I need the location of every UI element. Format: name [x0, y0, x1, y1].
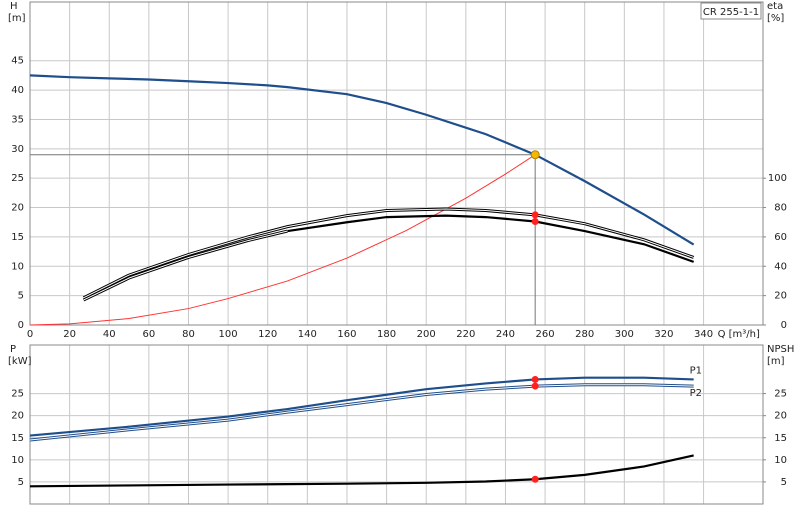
- series-label: P1: [690, 365, 702, 376]
- x-tick-label: 80: [182, 329, 195, 340]
- legend-box: [700, 2, 762, 20]
- y-tick-label: 10: [11, 455, 24, 466]
- operating-point: [531, 375, 539, 383]
- x-tick-label: 40: [103, 329, 116, 340]
- y-tick-label: 25: [11, 389, 24, 400]
- operating-point: [531, 475, 539, 483]
- y-tick-label: 20: [11, 411, 24, 422]
- y-axis-label: H: [10, 1, 18, 12]
- y2-tick-label: 100: [768, 173, 787, 184]
- x-tick-label: 200: [417, 329, 436, 340]
- series-label: P2: [690, 388, 702, 399]
- x-tick-label: 0: [27, 329, 33, 340]
- x-tick-label: 280: [575, 329, 594, 340]
- y-axis-label: P: [10, 344, 16, 355]
- series-line: [287, 214, 695, 263]
- y-tick-label: 10: [11, 261, 24, 272]
- x-axis-label: Q [m³/h]: [718, 329, 760, 340]
- x-tick-label: 100: [219, 329, 238, 340]
- series-line: [29, 74, 695, 246]
- y2-tick-label: 60: [774, 232, 787, 243]
- x-tick-label: 260: [536, 329, 555, 340]
- y2-tick-label: 20: [774, 411, 787, 422]
- y2-tick-label: 80: [774, 203, 787, 214]
- series-line-inner: [83, 230, 288, 301]
- y2-tick-label: 10: [774, 455, 787, 466]
- y2-tick-label: 0: [781, 320, 787, 331]
- x-tick-label: 340: [694, 329, 713, 340]
- plot-frame: [29, 344, 764, 505]
- y2-tick-label: 25: [774, 389, 787, 400]
- duty-point: [530, 150, 540, 160]
- operating-point: [531, 217, 539, 225]
- series-line-inner: [83, 208, 694, 299]
- y-tick-label: 20: [11, 203, 24, 214]
- y-tick-label: 15: [11, 433, 24, 444]
- series-line: [29, 376, 694, 437]
- x-tick-label: 120: [258, 329, 277, 340]
- y-tick-label: 35: [11, 114, 24, 125]
- y2-tick-label: 20: [774, 291, 787, 302]
- y-tick-label: 25: [11, 173, 24, 184]
- y2-tick-label: 5: [781, 477, 787, 488]
- y2-axis-unit: [m]: [767, 356, 785, 367]
- y-axis-unit: [m]: [8, 13, 26, 24]
- x-tick-label: 300: [615, 329, 634, 340]
- series-line: [29, 454, 694, 488]
- operating-point: [531, 211, 539, 219]
- y2-tick-label: 40: [774, 261, 787, 272]
- y-tick-label: 5: [18, 477, 24, 488]
- y-axis-unit: [kW]: [8, 356, 32, 367]
- y-tick-label: 0: [18, 320, 24, 331]
- x-tick-label: 20: [63, 329, 76, 340]
- y-tick-label: 15: [11, 232, 24, 243]
- series-line: [29, 154, 536, 326]
- y-tick-label: 45: [11, 56, 24, 67]
- y2-axis-label: eta: [767, 1, 783, 12]
- x-tick-label: 160: [337, 329, 356, 340]
- x-tick-label: 180: [377, 329, 396, 340]
- x-tick-label: 240: [496, 329, 515, 340]
- series-line-inner: [29, 384, 694, 441]
- y-tick-label: 5: [18, 291, 24, 302]
- x-tick-label: 140: [298, 329, 317, 340]
- series-line: [29, 383, 694, 442]
- plot-frame: [29, 1, 764, 326]
- legend-text: CR 255-1-1: [703, 7, 759, 18]
- series-line: [82, 207, 695, 300]
- operating-point: [531, 382, 539, 390]
- y2-axis-label: NPSH: [767, 344, 794, 355]
- y-tick-label: 30: [11, 144, 24, 155]
- y-tick-label: 40: [11, 85, 24, 96]
- y2-tick-label: 15: [774, 433, 787, 444]
- y2-axis-unit: [%]: [767, 13, 784, 24]
- x-tick-label: 320: [654, 329, 673, 340]
- x-tick-label: 220: [456, 329, 475, 340]
- x-tick-label: 60: [142, 329, 155, 340]
